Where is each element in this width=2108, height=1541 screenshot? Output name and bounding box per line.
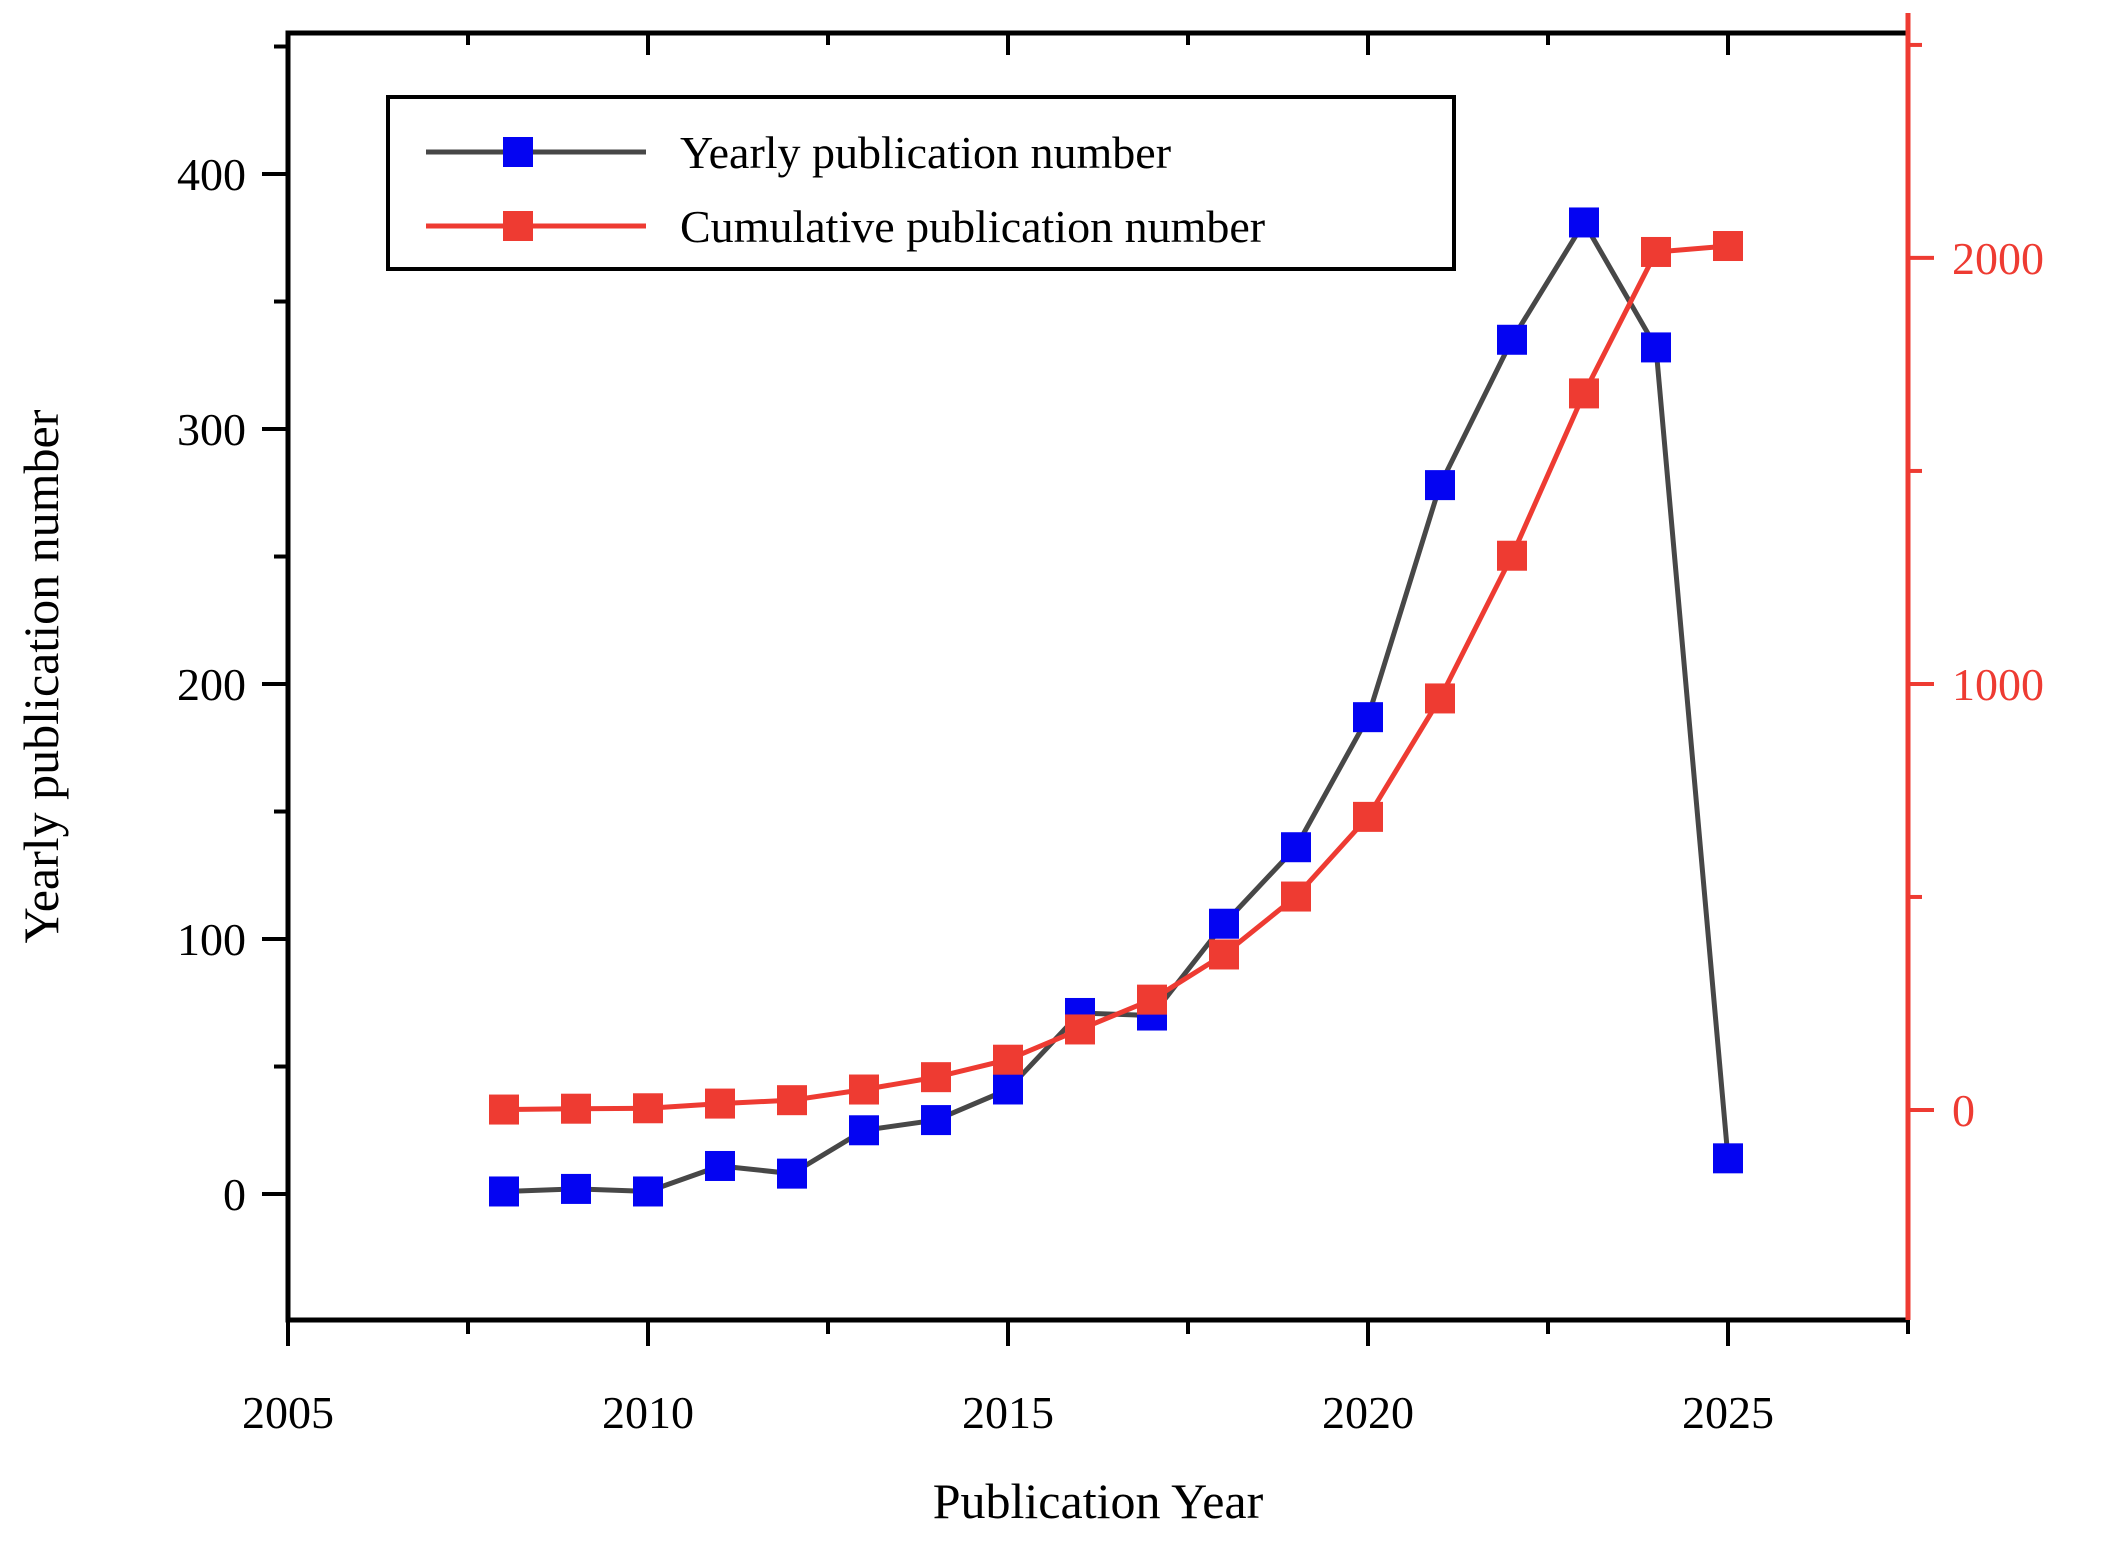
y-left-tick-label: 200 bbox=[177, 659, 246, 710]
marker-cumulative-2022 bbox=[1497, 540, 1527, 571]
marker-yearly-2012 bbox=[777, 1158, 807, 1189]
marker-cumulative-2016 bbox=[1065, 1014, 1095, 1045]
x-tick-label: 2005 bbox=[242, 1387, 334, 1438]
marker-yearly-2013 bbox=[849, 1115, 879, 1146]
marker-cumulative-2023 bbox=[1569, 378, 1599, 409]
tick-labels-group: 2005 2010 2015 2020 2025 0 100 200 300 400 0 1000 20… bbox=[177, 149, 2044, 1438]
marker-cumulative-2015 bbox=[993, 1044, 1023, 1075]
marker-cumulative-2025 bbox=[1713, 231, 1743, 262]
legend-marker-cumulative bbox=[503, 211, 533, 241]
legend-label-cumulative: Cumulative publication number bbox=[680, 201, 1265, 252]
y-left-tick-label: 400 bbox=[177, 149, 246, 200]
marker-cumulative-2011 bbox=[705, 1088, 735, 1119]
marker-yearly-2024 bbox=[1641, 332, 1671, 363]
marker-yearly-2010 bbox=[633, 1176, 663, 1207]
marker-cumulative-2018 bbox=[1209, 939, 1239, 970]
marker-yearly-2025 bbox=[1713, 1143, 1743, 1174]
marker-cumulative-2008 bbox=[489, 1094, 519, 1125]
marker-cumulative-2009 bbox=[561, 1093, 591, 1124]
marker-yearly-2009 bbox=[561, 1173, 591, 1204]
x-tick-label: 2015 bbox=[962, 1387, 1054, 1438]
marker-cumulative-2019 bbox=[1281, 881, 1311, 912]
marker-cumulative-2012 bbox=[777, 1085, 807, 1116]
data-series-group bbox=[489, 207, 1743, 1207]
marker-cumulative-2024 bbox=[1641, 236, 1671, 267]
y-right-tick-label: 0 bbox=[1952, 1085, 1975, 1136]
x-tick-label: 2025 bbox=[1682, 1387, 1774, 1438]
y-left-tick-label: 100 bbox=[177, 914, 246, 965]
legend-marker-yearly bbox=[503, 137, 533, 167]
y-left-tick-label: 0 bbox=[223, 1169, 246, 1220]
x-axis-title: Publication Year bbox=[933, 1473, 1264, 1529]
y-left-tick-label: 300 bbox=[177, 404, 246, 455]
marker-yearly-2021 bbox=[1425, 470, 1455, 501]
legend-box bbox=[386, 95, 1456, 271]
marker-yearly-2011 bbox=[705, 1150, 735, 1181]
marker-yearly-2022 bbox=[1497, 324, 1527, 355]
legend-label-yearly: Yearly publication number bbox=[680, 127, 1171, 178]
marker-cumulative-2021 bbox=[1425, 683, 1455, 714]
x-tick-label: 2010 bbox=[602, 1387, 694, 1438]
marker-cumulative-2017 bbox=[1137, 984, 1167, 1015]
marker-cumulative-2013 bbox=[849, 1074, 879, 1105]
legend: Yearly publication number Cumulative pub… bbox=[386, 95, 1456, 271]
marker-yearly-2019 bbox=[1281, 832, 1311, 863]
marker-yearly-2020 bbox=[1353, 702, 1383, 733]
marker-cumulative-2010 bbox=[633, 1093, 663, 1124]
plot-frame-group bbox=[285, 13, 1911, 1323]
marker-yearly-2015 bbox=[993, 1074, 1023, 1105]
marker-yearly-2018 bbox=[1209, 908, 1239, 939]
x-tick-label: 2020 bbox=[1322, 1387, 1414, 1438]
marker-cumulative-2014 bbox=[921, 1062, 951, 1093]
marker-cumulative-2020 bbox=[1353, 801, 1383, 832]
y-right-tick-label: 2000 bbox=[1952, 233, 2044, 284]
y-right-tick-label: 1000 bbox=[1952, 659, 2044, 710]
marker-yearly-2014 bbox=[921, 1105, 951, 1136]
marker-yearly-2023 bbox=[1569, 207, 1599, 238]
y-axis-title-left: Yearly publication number bbox=[13, 409, 69, 943]
marker-yearly-2008 bbox=[489, 1176, 519, 1207]
